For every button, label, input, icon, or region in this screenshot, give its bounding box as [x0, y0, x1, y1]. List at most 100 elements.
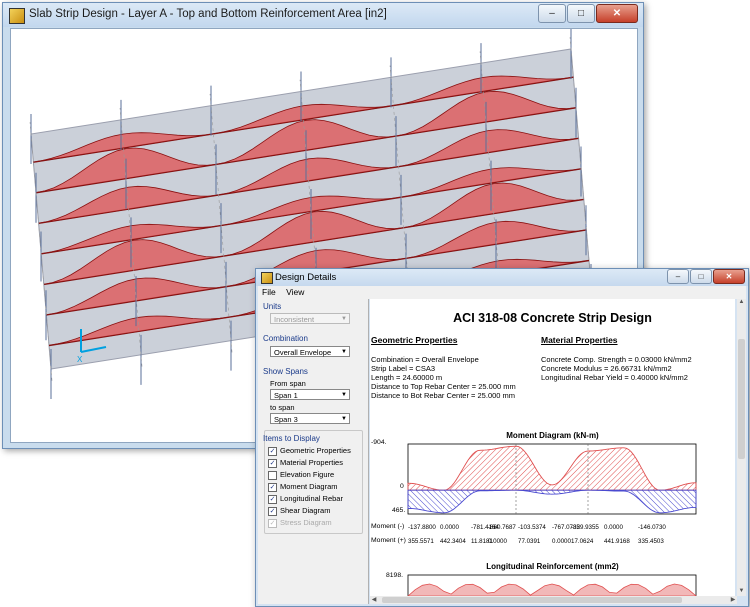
grid-line: [569, 37, 593, 296]
moment-pos-series: [407, 489, 697, 514]
moment-neg-value: -767.0735: [552, 524, 580, 531]
moment-diagram-chart: [407, 443, 697, 515]
moment-neg-value: -103.5374: [518, 524, 546, 531]
checkmark-icon: ✓: [268, 458, 277, 468]
grid-line: [479, 51, 503, 310]
vertical-scroll-thumb[interactable]: [738, 339, 745, 459]
menu-bar: File View: [258, 286, 746, 299]
to-span-select[interactable]: Span 3 ▼: [270, 413, 350, 424]
combination-label: Combination: [263, 334, 308, 343]
show-spans-label: Show Spans: [263, 367, 308, 376]
scroll-left-icon[interactable]: ◀: [371, 597, 377, 603]
scroll-up-icon[interactable]: ▲: [738, 299, 745, 305]
moment-neg-value: -146.0730: [638, 524, 666, 531]
moment-pos-value: 442.3404: [440, 538, 466, 545]
material-line-yield: Longitudinal Rebar Yield = 0.40000 kN/mm…: [541, 373, 688, 382]
moment-pos-value: 0.0000: [488, 538, 507, 545]
main-title-bar[interactable]: Slab Strip Design - Layer A - Top and Bo…: [3, 3, 643, 27]
from-span-label: From span: [270, 379, 306, 388]
from-span-select[interactable]: Span 1 ▼: [270, 389, 350, 400]
moment-y-bottom-label: 465.: [392, 507, 406, 514]
checkbox-moment-diagram[interactable]: ✓ Moment Diagram: [268, 482, 338, 492]
chevron-down-icon: ▼: [341, 349, 347, 355]
checkbox-shear-diagram[interactable]: ✓ Shear Diagram: [268, 506, 331, 516]
horizontal-scrollbar[interactable]: ◀ ▶: [370, 596, 737, 604]
report-title: ACI 318-08 Concrete Strip Design: [453, 311, 652, 325]
moment-pos-value: 17.0624: [571, 538, 594, 545]
checkbox-stress-diagram: ✓ Stress Diagram: [268, 518, 332, 528]
moment-neg-row-label: Moment (-): [371, 523, 405, 530]
material-line-modulus: Concrete Modulus = 26.66731 kN/mm2: [541, 364, 672, 373]
report-view: ACI 318-08 Concrete Strip Design Geometr…: [370, 299, 735, 596]
geometric-line-bot-rebar: Distance to Bot Rebar Center = 25.000 mm: [371, 391, 516, 400]
chevron-down-icon: ▼: [341, 392, 347, 398]
chevron-down-icon: ▼: [341, 316, 347, 322]
to-span-label: to span: [270, 403, 295, 412]
material-properties-heading: Material Properties: [541, 335, 618, 345]
items-to-display-label: Items to Display: [263, 434, 320, 443]
app-icon: [9, 8, 25, 24]
vertical-scrollbar[interactable]: ▲ ▼: [737, 299, 746, 596]
options-panel: Units Inconsistent ▼ Combination Overall …: [258, 299, 369, 604]
moment-pos-value: 0.0000: [552, 538, 571, 545]
geometric-line-combination: Combination = Overall Envelope: [371, 355, 479, 364]
checkbox-geometric-properties[interactable]: ✓ Geometric Properties: [268, 446, 351, 456]
rebar-plot-frame: [407, 574, 697, 596]
moment-chart-title: Moment Diagram (kN-m): [506, 431, 599, 440]
checkmark-icon: ✓: [268, 446, 277, 456]
design-details-dialog: Design Details – □ ✕ File View Units Inc…: [255, 268, 749, 607]
geometric-properties-heading: Geometric Properties: [371, 335, 458, 345]
checkmark-icon: ✓: [268, 482, 277, 492]
checkbox-material-properties[interactable]: ✓ Material Properties: [268, 458, 343, 468]
moment-neg-value: -829.9355: [571, 524, 599, 531]
menu-file[interactable]: File: [262, 287, 276, 297]
scroll-down-icon[interactable]: ▼: [738, 588, 745, 594]
maximize-button[interactable]: □: [567, 4, 595, 23]
dialog-close-button[interactable]: ✕: [713, 269, 745, 284]
strip-moment-diagram: [33, 75, 574, 163]
checkbox-elevation-figure[interactable]: Elevation Figure: [268, 470, 334, 480]
main-window-title: Slab Strip Design - Layer A - Top and Bo…: [29, 8, 387, 20]
moment-pos-row-label: Moment (+): [371, 537, 406, 544]
moment-plot-frame: [407, 443, 697, 515]
moment-neg-value: -781.4164: [471, 524, 499, 531]
rebar-top-series: [407, 583, 697, 596]
moment-pos-value: 77.0391: [518, 538, 541, 545]
moment-neg-value: -137.8800: [408, 524, 436, 531]
dialog-app-icon: [261, 272, 273, 284]
axis-x-label: X: [77, 355, 83, 364]
chevron-down-icon: ▼: [341, 416, 347, 422]
close-button[interactable]: ✕: [596, 4, 638, 23]
scroll-right-icon[interactable]: ▶: [730, 597, 736, 603]
dialog-title: Design Details: [275, 272, 337, 283]
geometric-line-top-rebar: Distance to Top Rebar Center = 25.000 mm: [371, 382, 516, 391]
moment-neg-value: -860.7687: [488, 524, 516, 531]
items-to-display-group: [264, 430, 363, 534]
moment-neg-value: 0.0000: [440, 524, 459, 531]
rebar-y-top-label: 8198.: [386, 572, 404, 579]
combination-select[interactable]: Overall Envelope ▼: [270, 346, 350, 357]
dialog-maximize-button[interactable]: □: [690, 269, 712, 284]
grid-line: [29, 122, 53, 381]
menu-view[interactable]: View: [286, 287, 305, 297]
longitudinal-reinforcement-chart: [407, 574, 697, 596]
dialog-title-bar[interactable]: Design Details – □ ✕: [256, 269, 748, 286]
grid-line: [119, 108, 143, 367]
moment-pos-value: 11.8181: [471, 538, 493, 545]
minimize-button[interactable]: –: [538, 4, 566, 23]
moment-y-top-label: -904.: [371, 439, 387, 446]
checkmark-icon: ✓: [268, 506, 277, 516]
material-line-fc: Concrete Comp. Strength = 0.03000 kN/mm2: [541, 355, 692, 364]
dialog-minimize-button[interactable]: –: [667, 269, 689, 284]
units-select: Inconsistent ▼: [270, 313, 350, 324]
moment-y-zero-label: 0: [400, 483, 404, 490]
horizontal-scroll-thumb[interactable]: [382, 597, 682, 603]
checkbox-longitudinal-rebar[interactable]: ✓ Longitudinal Rebar: [268, 494, 343, 504]
geometric-line-strip-label: Strip Label = CSA3: [371, 364, 435, 373]
units-label: Units: [263, 302, 282, 311]
moment-pos-value: 335.4503: [638, 538, 664, 545]
grid-line: [209, 93, 233, 353]
strip-moment-diagram: [43, 182, 584, 285]
axis-triad: X: [77, 329, 107, 364]
geometric-line-length: Length = 24.60000 m: [371, 373, 443, 382]
